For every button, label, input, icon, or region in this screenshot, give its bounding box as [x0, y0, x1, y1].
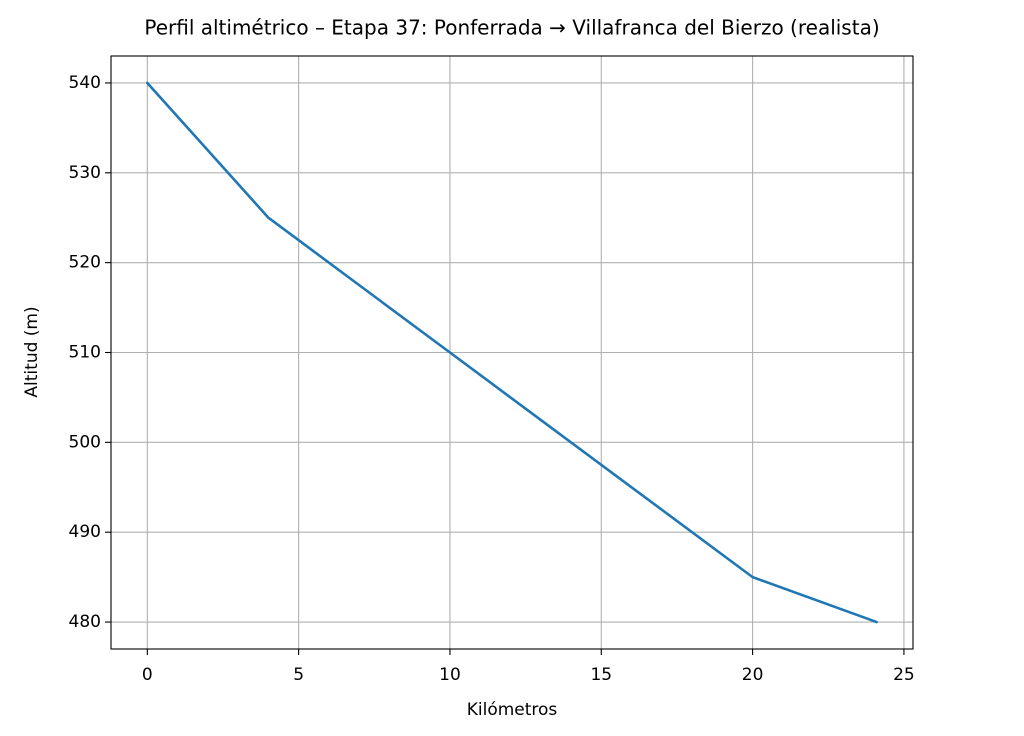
x-tick-label: 10 — [439, 665, 461, 685]
y-tick-label: 530 — [69, 163, 101, 183]
y-tick-label: 520 — [69, 253, 101, 273]
chart-title: Perfil altimétrico – Etapa 37: Ponferrad… — [144, 16, 879, 40]
y-tick-label: 540 — [69, 73, 101, 93]
y-tick-label: 510 — [69, 343, 101, 363]
x-tick-label: 0 — [142, 665, 153, 685]
x-axis-label: Kilómetros — [467, 700, 558, 720]
y-tick-label: 500 — [69, 432, 101, 452]
x-tick-label: 20 — [742, 665, 764, 685]
x-tick-label: 25 — [893, 665, 915, 685]
x-tick-label: 5 — [293, 665, 304, 685]
y-axis-label: Altitud (m) — [22, 306, 42, 397]
y-tick-label: 480 — [69, 612, 101, 632]
y-tick-label: 490 — [69, 522, 101, 542]
plot-frame — [110, 55, 914, 650]
x-tick-label: 15 — [590, 665, 612, 685]
data-line — [146, 81, 878, 624]
